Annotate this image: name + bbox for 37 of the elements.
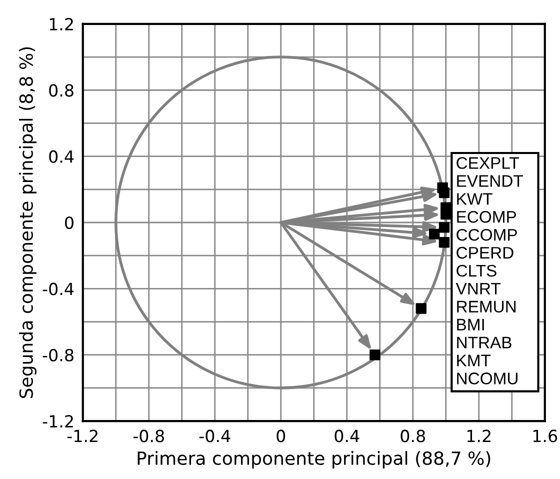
annotation: NTRAB <box>457 336 512 348</box>
x-tick-label: -1.2 <box>67 430 98 442</box>
point <box>438 236 450 248</box>
x-tick-label: 1.2 <box>467 430 490 442</box>
y-tick-label: -1.2 <box>42 415 73 428</box>
annotation: VNRT <box>456 282 500 294</box>
x-tick-label: -0.8 <box>133 430 164 442</box>
point <box>428 228 440 240</box>
point <box>438 222 450 233</box>
point <box>370 350 380 360</box>
annotation: CEXPLT <box>456 157 520 169</box>
annotation: ECOMP <box>457 210 516 223</box>
y-tick-label: 0 <box>65 216 74 230</box>
annotation: CLTS <box>456 264 496 277</box>
y-tick-label: -0.8 <box>42 348 74 362</box>
y-tick-label: 0.4 <box>49 150 74 163</box>
annotation: KWT <box>457 193 492 205</box>
x-tick-label: 1.6 <box>533 430 558 442</box>
y-tick-label: 1.2 <box>50 18 73 30</box>
x-tick-label: 0.4 <box>334 430 360 442</box>
annotation: KMT <box>457 354 491 366</box>
y-tick-label: -0.4 <box>42 282 74 296</box>
annotation: NCOMU <box>457 372 518 384</box>
point <box>416 303 426 314</box>
x-tick-label: 0 <box>276 430 286 442</box>
point <box>438 187 450 198</box>
point <box>440 208 452 220</box>
annotation: EVENDT <box>457 175 523 187</box>
annotation: BMI <box>457 318 484 330</box>
x-tick-label: 0.8 <box>400 430 425 442</box>
annotation: REMUN <box>457 300 516 313</box>
x-axis-title: Primera componente principal (88,7 %) <box>138 451 490 469</box>
x-tick-label: -0.4 <box>199 430 230 442</box>
y-axis-title: Segunda componente principal (8,8 %) <box>19 47 36 398</box>
annotation: CPERD <box>456 246 514 259</box>
annotation: CCOMP <box>456 228 517 241</box>
y-tick-label: 0.8 <box>49 84 74 97</box>
